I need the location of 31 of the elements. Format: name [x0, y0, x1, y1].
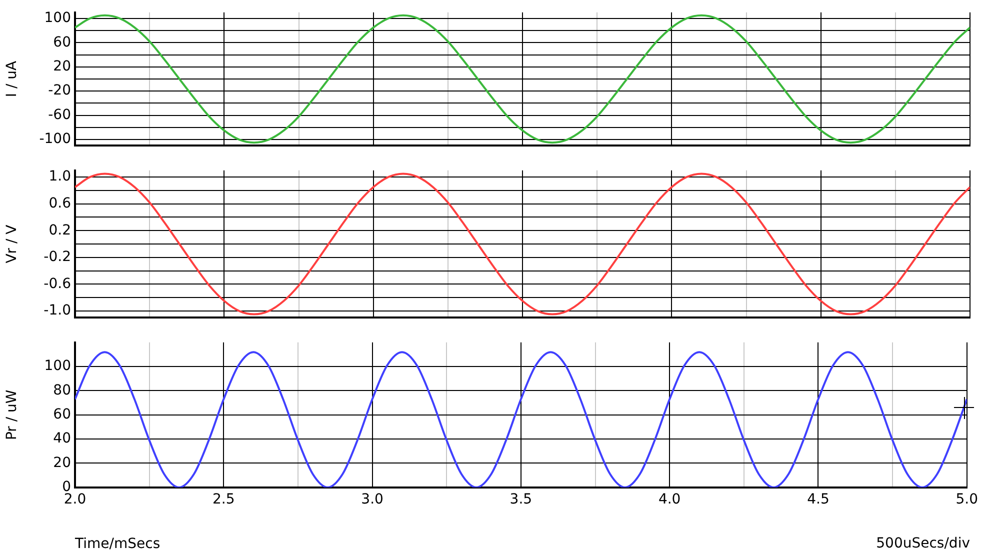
y-tick-label: 60 — [53, 406, 71, 423]
x-tick-label: 5.0 — [956, 491, 978, 508]
y-tick-label: -20 — [48, 82, 71, 99]
x-tick-label: 4.5 — [807, 491, 830, 508]
x-tick-label: 3.0 — [361, 491, 384, 508]
x-tick-label: 4.0 — [658, 491, 681, 508]
y-tick-label: 20 — [53, 58, 71, 75]
line-series — [75, 14, 970, 144]
x-tick-label: 2.0 — [64, 491, 86, 508]
y-tick-label: -1.0 — [44, 302, 71, 319]
x-axis-title: Time/mSecs — [74, 536, 160, 552]
y-axis-title: Pr / uW — [4, 390, 20, 440]
y-tick-label: 100 — [44, 358, 71, 374]
x-tick-label: 3.5 — [510, 491, 532, 508]
y-axis-title: Vr / V — [4, 224, 20, 264]
y-tick-label: 60 — [53, 34, 71, 50]
y-tick-label: 0.6 — [48, 195, 72, 212]
line-series — [75, 172, 970, 316]
y-tick-label: 80 — [53, 382, 71, 398]
x-tick-label: 2.5 — [212, 491, 235, 508]
y-tick-label: -100 — [39, 131, 71, 148]
y-tick-label: 1.0 — [48, 168, 71, 185]
y-tick-label: 100 — [44, 10, 71, 26]
y-tick-label: -0.6 — [44, 276, 72, 292]
y-tick-label: 40 — [53, 430, 71, 447]
y-tick-label: -0.2 — [44, 249, 71, 266]
y-tick-label: 20 — [53, 454, 71, 471]
y-axis-title: I / uA — [4, 60, 20, 98]
y-tick-label: -60 — [48, 106, 71, 123]
y-tick-label: 0.2 — [48, 222, 71, 238]
text: 500uSecs/div — [876, 536, 970, 552]
